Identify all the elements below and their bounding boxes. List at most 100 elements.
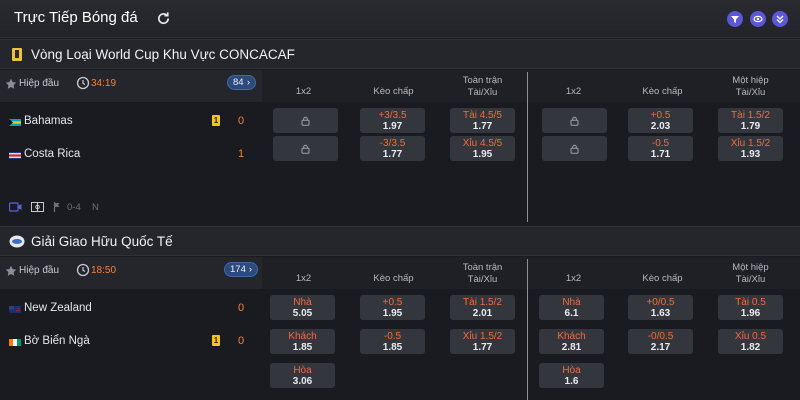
yellow-card-badge: 1 xyxy=(212,115,220,126)
odd-price: 1.95 xyxy=(382,308,403,319)
more-markets-button[interactable]: 84 › xyxy=(227,75,256,90)
neutral-flag: N xyxy=(92,202,99,213)
filter-icon[interactable] xyxy=(727,11,743,27)
odd-button[interactable]: -3/3.5 1.77 xyxy=(360,136,425,161)
odd-line: Xỉu 1.5/2 xyxy=(462,331,503,342)
odd-price: 1.77 xyxy=(382,149,403,160)
odd-button[interactable]: +0/0.5 1.63 xyxy=(628,295,693,320)
col-1x2: 1x2 xyxy=(295,273,312,284)
ivory-coast-flag-icon xyxy=(9,339,21,346)
odd-price: 1.95 xyxy=(472,149,493,160)
odd-line: +3/3.5 xyxy=(378,110,407,121)
odd-line: Tài 1.5/2 xyxy=(463,297,502,308)
odd-line: Xỉu 1.5/2 xyxy=(730,138,771,149)
col-ou-half-top: Một hiệp xyxy=(732,75,769,86)
collapse-all-icon[interactable] xyxy=(772,11,788,27)
col-handicap: Kèo chấp xyxy=(373,86,414,97)
odd-button[interactable]: Xỉu 1.5/2 1.77 xyxy=(450,329,515,354)
lock-icon xyxy=(301,144,310,154)
star-icon[interactable] xyxy=(5,78,17,90)
video-icon[interactable] xyxy=(9,202,22,212)
col-ou-full-bottom: Tài/Xỉu xyxy=(467,274,498,285)
odd-line: Xỉu 0.5 xyxy=(734,331,767,342)
match-info-head: Hiệp đầu 18:50 174 › xyxy=(0,257,262,289)
col-ou-full-top: Toàn trận xyxy=(462,262,503,273)
odd-button[interactable]: Tài 0.5 1.96 xyxy=(718,295,783,320)
page-header: Trực Tiếp Bóng đá xyxy=(0,0,800,38)
pitch-icon[interactable] xyxy=(31,202,44,212)
team-row-home[interactable]: Bahamas 1 0 xyxy=(0,107,262,137)
odd-button[interactable]: Hòa 1.6 xyxy=(539,363,604,388)
odd-button[interactable]: Tài 4.5/5 1.77 xyxy=(450,108,515,133)
col-ou-half-bottom: Tài/Xỉu xyxy=(735,87,766,98)
odd-button[interactable]: Khách 2.81 xyxy=(539,329,604,354)
half-divider xyxy=(527,72,528,222)
odd-button[interactable]: Xỉu 0.5 1.82 xyxy=(718,329,783,354)
odd-button[interactable]: +0.5 1.95 xyxy=(360,295,425,320)
odd-button[interactable]: Khách 1.85 xyxy=(270,329,335,354)
odd-line: -0.5 xyxy=(651,138,670,149)
clock-icon xyxy=(76,76,90,90)
bahamas-flag-icon xyxy=(9,119,21,126)
odd-price: 1.63 xyxy=(650,308,671,319)
odd-button[interactable]: +0.5 2.03 xyxy=(628,108,693,133)
league-header[interactable]: Giải Giao Hữu Quốc Tế xyxy=(0,226,800,256)
team-row-away[interactable]: Costa Rica 1 xyxy=(0,140,262,170)
odd-button[interactable]: Xỉu 4.5/5 1.95 xyxy=(450,136,515,161)
odd-line: Nhà xyxy=(562,297,581,308)
lock-icon xyxy=(570,116,579,126)
costa-rica-flag-icon xyxy=(9,152,21,159)
odd-line: Hòa xyxy=(293,365,312,376)
half-divider xyxy=(527,259,528,400)
team-score: 0 xyxy=(238,115,245,127)
odd-line: Hòa xyxy=(562,365,581,376)
odd-line: Tài 1.5/2 xyxy=(731,110,770,121)
odd-button[interactable]: -0/0.5 2.17 xyxy=(628,329,693,354)
odd-line: +0.5 xyxy=(650,110,671,121)
odd-price: 5.05 xyxy=(292,308,313,319)
match-time: 18:50 xyxy=(91,265,117,276)
odd-button[interactable]: Xỉu 1.5/2 1.93 xyxy=(718,136,783,161)
lock-icon xyxy=(301,116,310,126)
odd-line: Tài 4.5/5 xyxy=(463,110,502,121)
odd-price: 1.85 xyxy=(292,342,313,353)
col-handicap-half: Kèo chấp xyxy=(642,86,683,97)
team-score: 0 xyxy=(238,335,245,347)
odd-button[interactable]: Tài 1.5/2 1.79 xyxy=(718,108,783,133)
odd-price: 1.77 xyxy=(472,342,493,353)
refresh-icon[interactable] xyxy=(156,11,171,26)
team-score: 0 xyxy=(238,302,245,314)
odd-button[interactable]: -0.5 1.71 xyxy=(628,136,693,161)
odd-button[interactable]: Hòa 3.06 xyxy=(270,363,335,388)
team-row-home[interactable]: New Zealand 0 xyxy=(0,294,262,324)
odd-line: -3/3.5 xyxy=(379,138,406,149)
odd-button[interactable]: Nhà 6.1 xyxy=(539,295,604,320)
odd-price: 1.82 xyxy=(740,342,761,353)
match-info-head: Hiệp đầu 34:19 84 › xyxy=(0,70,262,102)
page-title: Trực Tiếp Bóng đá xyxy=(14,9,138,26)
odd-price: 1.79 xyxy=(740,121,761,132)
odd-button[interactable]: +3/3.5 1.97 xyxy=(360,108,425,133)
odd-price: 1.77 xyxy=(472,121,493,132)
league-header[interactable]: Vòng Loại World Cup Khu Vực CONCACAF xyxy=(0,39,800,69)
odd-button[interactable]: Tài 1.5/2 2.01 xyxy=(450,295,515,320)
team-row-away[interactable]: Bờ Biển Ngà 1 0 xyxy=(0,327,262,357)
odd-button[interactable]: Nhà 5.05 xyxy=(270,295,335,320)
column-header-row: Hiệp đầu 34:19 84 › 1x2 Kèo chấp Toàn trậ… xyxy=(0,70,800,102)
odd-line: -0/0.5 xyxy=(647,331,674,342)
more-markets-button[interactable]: 174 › xyxy=(224,262,258,277)
locked-odd xyxy=(542,136,607,161)
odd-line: -0.5 xyxy=(383,331,402,342)
odd-price: 1.97 xyxy=(382,121,403,132)
eye-icon[interactable] xyxy=(750,11,766,27)
odd-button[interactable]: -0.5 1.85 xyxy=(360,329,425,354)
star-icon[interactable] xyxy=(5,265,17,277)
team-name: New Zealand xyxy=(24,302,92,314)
locked-odd xyxy=(273,108,338,133)
league-title: Giải Giao Hữu Quốc Tế xyxy=(31,234,173,249)
col-ou-half-top: Một hiệp xyxy=(732,262,769,273)
odd-price: 3.06 xyxy=(292,376,313,387)
clock-icon xyxy=(76,263,90,277)
odd-line: Nhà xyxy=(293,297,312,308)
odd-price: 2.17 xyxy=(650,342,671,353)
